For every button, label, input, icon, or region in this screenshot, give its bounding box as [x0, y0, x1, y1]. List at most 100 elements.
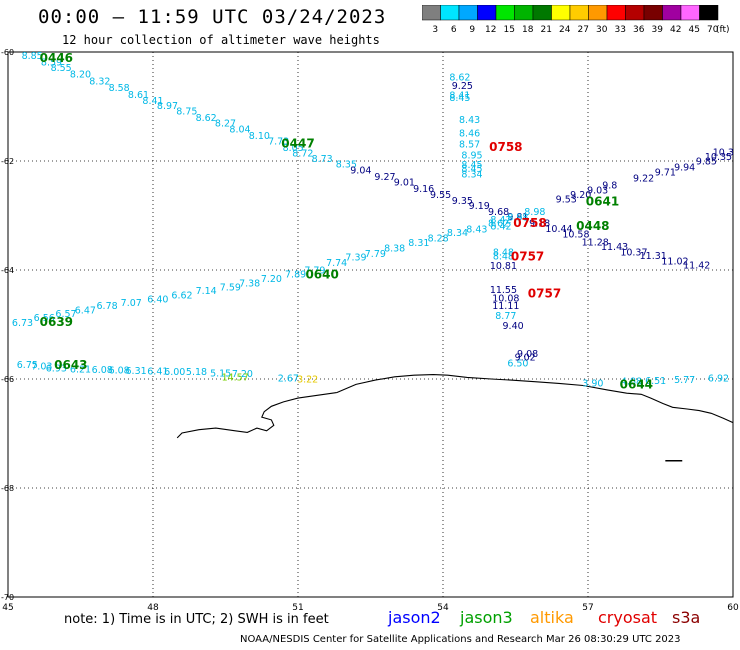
credit-line: NOAA/NESDIS Center for Satellite Applica… — [240, 634, 681, 645]
wave-height-value: 8.28 — [428, 234, 449, 245]
coastline-west — [176, 392, 337, 439]
wave-height-value: 11.02 — [661, 257, 688, 268]
wave-height-value: 8.59 — [41, 58, 62, 69]
wave-height-value: 8.95 — [461, 150, 482, 161]
wave-height-map: 45 48 51 54 57 60-60-62-64-66-68-708.858.598.… — [1, 48, 739, 612]
pass-time-label: 0643 — [54, 358, 87, 372]
colorbar-label: 12 — [485, 25, 496, 35]
wave-height-value: 8.34 — [461, 169, 482, 180]
wave-height-value: 7.14 — [196, 286, 217, 297]
legend-cryosat: cryosat — [598, 608, 658, 627]
wave-height-value: 6.51 — [645, 376, 666, 387]
wave-height-value: 11.31 — [640, 251, 667, 262]
wave-height-value: 8.57 — [459, 139, 480, 150]
wave-height-value: 8.32 — [89, 77, 110, 88]
wave-height-value: 5.18 — [186, 367, 207, 378]
colorbar-label: 6 — [451, 25, 457, 35]
wave-height-value: 7.07 — [121, 298, 142, 309]
pass-time-label: 0641 — [586, 195, 619, 209]
chart-title: 00:00 – 11:59 UTC 03/24/2023 — [38, 6, 387, 28]
wave-height-value: 7.73 — [268, 137, 289, 148]
colorbar-label: 70 — [707, 25, 719, 35]
lat-tick-label: -68 — [1, 484, 14, 493]
wave-height-value: 8.42 — [490, 222, 511, 233]
wave-height-value: 8.62 — [196, 113, 217, 124]
wave-height-value: 8.31 — [408, 238, 429, 249]
lat-tick-label: -66 — [1, 375, 14, 384]
wave-height-value: 7.39 — [345, 253, 366, 264]
pass-time-label: 0448 — [576, 219, 609, 233]
wave-height-value: 4.88 — [621, 376, 642, 387]
wave-height-value: 8.45 — [449, 93, 470, 104]
legend-s3a: s3a — [672, 608, 701, 627]
wave-height-value: 7.20 — [232, 369, 253, 380]
pass-time-label: 0447 — [281, 136, 314, 150]
wave-height-value: 7.38 — [239, 278, 260, 289]
wave-height-value: 7.79 — [365, 249, 386, 260]
colorbar-label: 21 — [541, 25, 552, 35]
wave-height-value: 9.02 — [515, 352, 536, 363]
wave-height-value: 8.98 — [524, 207, 545, 218]
wave-height-value: 6.62 — [171, 290, 192, 301]
wave-height-value: 6.93 — [46, 363, 67, 374]
wave-height-value: 8.20 — [70, 70, 91, 81]
wave-height-value: 9.8 — [602, 180, 617, 191]
wave-height-value: 11.28 — [582, 237, 609, 248]
wave-height-value: 8.72 — [292, 149, 313, 160]
wave-height-value: 9.53 — [556, 194, 577, 205]
wave-height-value: 9.40 — [503, 321, 524, 332]
pass-time-label: 0758 — [489, 140, 522, 154]
wave-height-value: 8.45 — [461, 164, 482, 175]
wave-height-value: 8.62 — [449, 72, 470, 83]
wave-height-value: 7.20 — [261, 274, 282, 285]
wave-height-value: 8.05 — [283, 143, 304, 154]
wave-height-value: 9.04 — [350, 166, 371, 177]
lon-tick-label: 54 — [437, 603, 449, 612]
wave-height-value: 9.08 — [517, 349, 538, 360]
wave-height-value: 7.89 — [285, 270, 306, 281]
wave-height-value: 3.22 — [297, 374, 318, 385]
wave-height-value: 8.35 — [336, 160, 357, 171]
wave-height-value: 8.55 — [51, 63, 72, 74]
wave-height-value: 8.27 — [215, 119, 236, 130]
lon-tick-label: 48 — [147, 603, 159, 612]
wave-height-value: 8.48 — [493, 252, 514, 263]
wave-height-value: 6.40 — [147, 295, 168, 306]
wave-height-value: 8.97 — [157, 101, 178, 112]
wave-height-value: 8.62 — [488, 218, 509, 229]
wave-height-value: 11.55 — [490, 285, 517, 296]
lat-tick-label: -62 — [1, 157, 14, 166]
legend-jason2: jason2 — [388, 608, 441, 627]
wave-height-value: 6.50 — [507, 358, 528, 369]
wave-height-value: 9.16 — [413, 184, 434, 195]
colorbar-label: 42 — [670, 25, 681, 35]
colorbar-label: 3 — [432, 25, 438, 35]
wave-height-colorbar: 3 6 9 12 15 18 21 24 27 30 33 36 39 42 45 70(ft) — [422, 5, 730, 35]
wave-height-value: 9.25 — [452, 81, 473, 92]
colorbar-label: 24 — [559, 25, 571, 35]
wave-height-value: 9.94 — [674, 162, 695, 173]
wave-height-value: 3.90 — [582, 379, 603, 390]
colorbar-label: 39 — [652, 25, 664, 35]
wave-height-value: 9.22 — [633, 174, 654, 185]
colorbar-label: 36 — [633, 25, 645, 35]
wave-height-value: 8.61 — [128, 90, 149, 101]
wave-height-value: 7.74 — [326, 258, 347, 269]
wave-height-value: 6.31 — [126, 366, 147, 377]
wave-height-value: 6.47 — [75, 306, 96, 317]
wave-height-value: 11.43 — [601, 242, 628, 253]
lat-tick-label: -60 — [1, 48, 14, 57]
wave-height-value: 5.15 — [210, 368, 231, 379]
wave-height-value: 10.35 — [705, 152, 732, 163]
chart-subtitle: 12 hour collection of altimeter wave hei… — [62, 33, 380, 47]
pass-time-label: 0644 — [620, 377, 653, 391]
wave-height-value: 8.41 — [449, 90, 470, 101]
wave-height-value: 6.08 — [92, 365, 113, 376]
lon-tick-label: 60 — [727, 603, 739, 612]
wave-height-value: 8.38 — [384, 243, 405, 254]
wave-height-value: 6.08 — [109, 366, 130, 377]
wave-height-value: 9.85 — [696, 156, 717, 167]
wave-height-value: 8.42 — [490, 215, 511, 226]
wave-height-value: 6.92 — [708, 374, 729, 385]
wave-height-value: 8.46 — [459, 128, 480, 139]
